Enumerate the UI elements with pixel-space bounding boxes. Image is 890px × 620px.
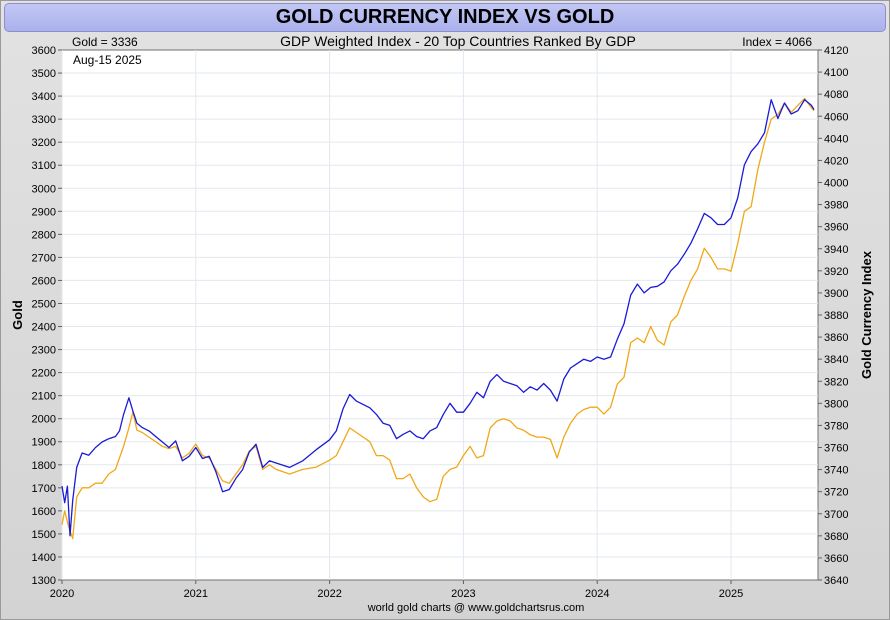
tick-label-x: 2025: [719, 588, 743, 600]
tick-label-left: 1700: [32, 483, 56, 495]
tick-label-right: 4120: [824, 45, 848, 57]
chart-title: GOLD CURRENCY INDEX VS GOLD: [275, 6, 615, 28]
tick-label-x: 2023: [451, 588, 475, 600]
tick-label-right: 3940: [824, 244, 848, 256]
tick-label-left: 3500: [32, 68, 56, 80]
tick-label-right: 3860: [824, 332, 848, 344]
tick-label-right: 4060: [824, 111, 848, 123]
tick-label-left: 2700: [32, 252, 56, 264]
tick-label-left: 3400: [32, 91, 56, 103]
date-readout: Aug-15 2025: [73, 53, 142, 67]
tick-label-left: 2300: [32, 345, 56, 357]
tick-label-right: 4040: [824, 133, 848, 145]
gold-readout: Gold = 3336: [72, 35, 138, 49]
chart-title-bar: GOLD CURRENCY INDEX VS GOLD: [4, 3, 886, 32]
index-readout: Index = 4066: [742, 35, 812, 49]
tick-label-left: 1500: [32, 529, 56, 541]
tick-label-right: 3660: [824, 553, 848, 565]
tick-label-left: 2900: [32, 206, 56, 218]
tick-label-left: 3600: [32, 45, 56, 57]
y-axis-label-left: Gold: [10, 300, 25, 330]
tick-label-right: 3920: [824, 266, 848, 278]
tick-label-left: 1400: [32, 552, 56, 564]
tick-label-right: 4000: [824, 178, 848, 190]
tick-label-left: 2100: [32, 391, 56, 403]
tick-label-right: 3680: [824, 531, 848, 543]
gold-currency-index-line: [61, 99, 815, 537]
tick-label-left: 1600: [32, 506, 56, 518]
tick-label-right: 3760: [824, 443, 848, 455]
tick-label-left: 3100: [32, 160, 56, 172]
chart-subtitle: GDP Weighted Index - 20 Top Countries Ra…: [280, 33, 636, 49]
tick-label-left: 2200: [32, 368, 56, 380]
tick-label-left: 1900: [32, 437, 56, 449]
tick-label-left: 2500: [32, 298, 56, 310]
tick-label-left: 2000: [32, 414, 56, 426]
tick-label-right: 3980: [824, 200, 848, 212]
tick-label-right: 3840: [824, 354, 848, 366]
plot-area: [61, 49, 819, 581]
y-axis-label-right: Gold Currency Index: [859, 250, 874, 379]
tick-label-right: 3960: [824, 222, 848, 234]
tick-labels: 1300 1400 1500 1600 1700 1800 1900 2000 2100 2200…: [32, 45, 849, 600]
tick-label-x: 2024: [585, 588, 609, 600]
tick-label-right: 3740: [824, 465, 848, 477]
tick-label-right: 3720: [824, 487, 848, 499]
tick-label-left: 1800: [32, 460, 56, 472]
tick-label-right: 4080: [824, 89, 848, 101]
tick-label-left: 1300: [32, 575, 56, 587]
tick-label-left: 2800: [32, 229, 56, 241]
series-group: [61, 97, 815, 540]
tick-label-right: 4100: [824, 67, 848, 79]
tick-label-right: 4020: [824, 155, 848, 167]
gold-price-line: [61, 97, 815, 540]
tick-label-right: 3900: [824, 288, 848, 300]
tick-label-right: 3780: [824, 420, 848, 432]
tick-label-right: 3800: [824, 398, 848, 410]
tick-label-right: 3640: [824, 575, 848, 587]
tick-label-left: 3300: [32, 114, 56, 126]
tick-label-right: 3700: [824, 509, 848, 521]
tick-label-left: 2400: [32, 322, 56, 334]
tick-label-left: 2600: [32, 275, 56, 287]
source-credit: world gold charts @ www.goldchartsrus.co…: [367, 602, 585, 614]
tick-label-right: 3820: [824, 376, 848, 388]
tick-label-x: 2022: [317, 588, 341, 600]
tick-label-x: 2021: [184, 588, 208, 600]
tick-label-left: 3200: [32, 137, 56, 149]
tick-label-x: 2020: [50, 588, 74, 600]
tick-label-left: 3000: [32, 183, 56, 195]
tick-label-right: 3880: [824, 310, 848, 322]
